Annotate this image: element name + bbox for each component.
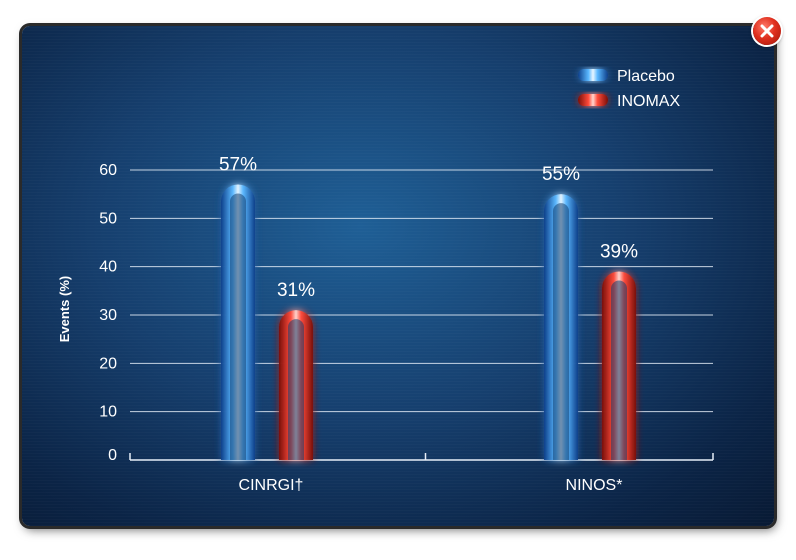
x-tick-label: CINRGI† xyxy=(239,477,304,494)
bar-placebo-1 xyxy=(544,194,578,460)
bar-core xyxy=(230,193,246,460)
legend-swatch xyxy=(578,94,608,106)
data-label: 39% xyxy=(600,242,638,263)
data-label: 31% xyxy=(277,280,315,301)
legend-item-inomax: INOMAX xyxy=(578,93,680,110)
data-labels: 57% 31% 55% 39% xyxy=(219,155,638,302)
y-axis-label: Events (%) xyxy=(57,276,72,342)
y-tick-label: 10 xyxy=(99,404,117,421)
legend-label: INOMAX xyxy=(617,93,680,110)
data-label: 57% xyxy=(219,155,257,176)
legend: Placebo INOMAX xyxy=(578,68,680,110)
y-tick-label: 40 xyxy=(99,259,117,276)
bar-inomax-1 xyxy=(602,271,636,460)
y-tick-label: 30 xyxy=(99,307,117,324)
bar-core xyxy=(553,203,569,460)
legend-item-placebo: Placebo xyxy=(578,68,675,85)
legend-swatch xyxy=(578,69,608,81)
y-tick-labels: 0 10 20 30 40 50 60 xyxy=(99,162,117,464)
bar-inomax-0 xyxy=(279,310,313,460)
bar-core xyxy=(288,319,304,460)
legend-label: Placebo xyxy=(617,68,675,85)
x-tick-label: NINOS* xyxy=(566,477,623,494)
bars xyxy=(221,184,636,460)
x-tick-labels: CINRGI† NINOS* xyxy=(239,477,623,494)
bar-placebo-0 xyxy=(221,184,255,460)
close-icon xyxy=(760,24,774,38)
bar-core xyxy=(611,280,627,460)
y-tick-label: 0 xyxy=(108,447,117,464)
y-tick-label: 20 xyxy=(99,355,117,372)
y-tick-label: 50 xyxy=(99,210,117,227)
y-tick-label: 60 xyxy=(99,162,117,179)
close-button[interactable] xyxy=(753,17,781,45)
data-label: 55% xyxy=(542,164,580,185)
